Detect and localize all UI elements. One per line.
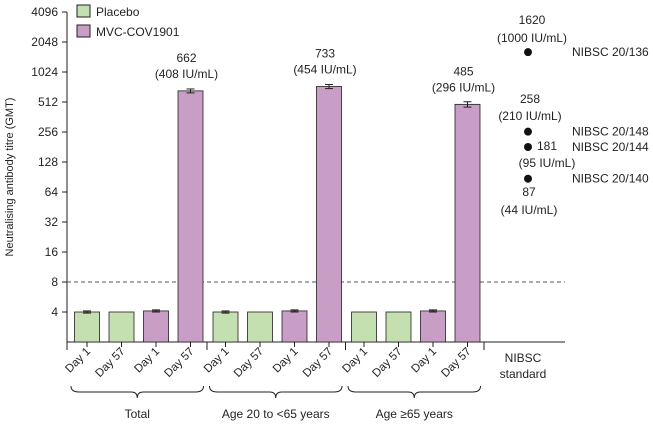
- y-tick-label: 256: [38, 125, 58, 139]
- bar: [247, 311, 273, 343]
- y-tick-label: 4096: [31, 5, 58, 19]
- x-tick-label: Day 57: [93, 346, 127, 380]
- y-tick-label: 64: [45, 185, 59, 199]
- x-tick-label: Day 1: [409, 346, 439, 376]
- standard-point: [524, 127, 532, 136]
- standard-name: NIBSC 20/148: [572, 125, 649, 139]
- bar: [454, 103, 481, 343]
- bar: [351, 311, 377, 343]
- y-tick-label: 32: [45, 215, 59, 229]
- legend-swatch: [76, 24, 91, 38]
- x-tick-label: Day 1: [63, 346, 93, 376]
- y-tick-label: 4: [51, 305, 58, 319]
- standard-iu-label: (1000 IU/mL): [497, 31, 567, 45]
- x-tick-label: Day 1: [202, 346, 232, 376]
- standard-label: standard: [500, 367, 547, 381]
- y-tick-label: 512: [38, 95, 58, 109]
- standard-point: [524, 143, 532, 152]
- standard-point: [524, 174, 532, 183]
- x-tick-label: Day 1: [132, 346, 162, 376]
- standard-label: NIBSC: [505, 351, 542, 365]
- standard-point: [524, 48, 532, 57]
- y-axis-label: Neutralising antibody titre (GMT): [4, 98, 16, 257]
- bar: [212, 311, 239, 343]
- bar: [281, 310, 308, 343]
- group-bracket: [70, 385, 204, 399]
- group-label: Age 20 to <65 years: [222, 407, 330, 421]
- x-tick-label: Day 57: [301, 346, 335, 380]
- y-tick-label: 1024: [31, 65, 58, 79]
- standard-value-label: 1620: [519, 13, 546, 27]
- standard-value-label: 258: [520, 92, 540, 106]
- standard-iu-label: (210 IU/mL): [498, 109, 561, 123]
- bar-value-label: 733: [315, 46, 335, 60]
- standard-name: NIBSC 20/136: [572, 45, 649, 59]
- standard-name: NIBSC 20/144: [572, 140, 649, 154]
- x-tick-label: Day 57: [162, 346, 196, 380]
- bar-iu-label: (296 IU/mL): [432, 80, 495, 94]
- y-tick-label: 8: [51, 275, 58, 289]
- bar: [74, 311, 100, 343]
- legend-label: MVC-COV1901: [96, 25, 180, 39]
- x-tick-label: Day 1: [340, 346, 370, 376]
- bar: [143, 310, 169, 343]
- legend-swatch: [76, 4, 91, 18]
- group-label: Age ≥65 years: [376, 407, 453, 421]
- standard-value-label: 181: [537, 139, 557, 153]
- x-tick-label: Day 1: [271, 346, 301, 376]
- bar: [316, 86, 342, 343]
- standard-iu-label: (95 IU/mL): [519, 156, 576, 170]
- bar: [420, 310, 446, 343]
- bar: [108, 311, 135, 343]
- y-tick-label: 2048: [31, 35, 58, 49]
- legend-label: Placebo: [96, 5, 140, 19]
- y-tick-label: 128: [38, 155, 58, 169]
- x-tick-label: Day 57: [439, 346, 473, 380]
- x-tick-label: Day 57: [370, 346, 404, 380]
- standard-name: NIBSC 20/140: [572, 172, 649, 186]
- bar-iu-label: (408 IU/mL): [155, 67, 218, 81]
- bar-value-label: 485: [453, 64, 473, 78]
- standard-iu-label: (44 IU/mL): [501, 203, 558, 217]
- bar-value-label: 662: [176, 51, 196, 65]
- x-tick-label: Day 57: [232, 346, 266, 380]
- y-tick-label: 16: [45, 245, 59, 259]
- bar: [385, 311, 412, 343]
- standard-value-label: 87: [522, 185, 536, 199]
- bar-iu-label: (454 IU/mL): [293, 62, 356, 76]
- group-bracket: [209, 385, 343, 399]
- group-bracket: [347, 385, 481, 399]
- group-label: Total: [125, 407, 150, 421]
- bar: [177, 90, 204, 343]
